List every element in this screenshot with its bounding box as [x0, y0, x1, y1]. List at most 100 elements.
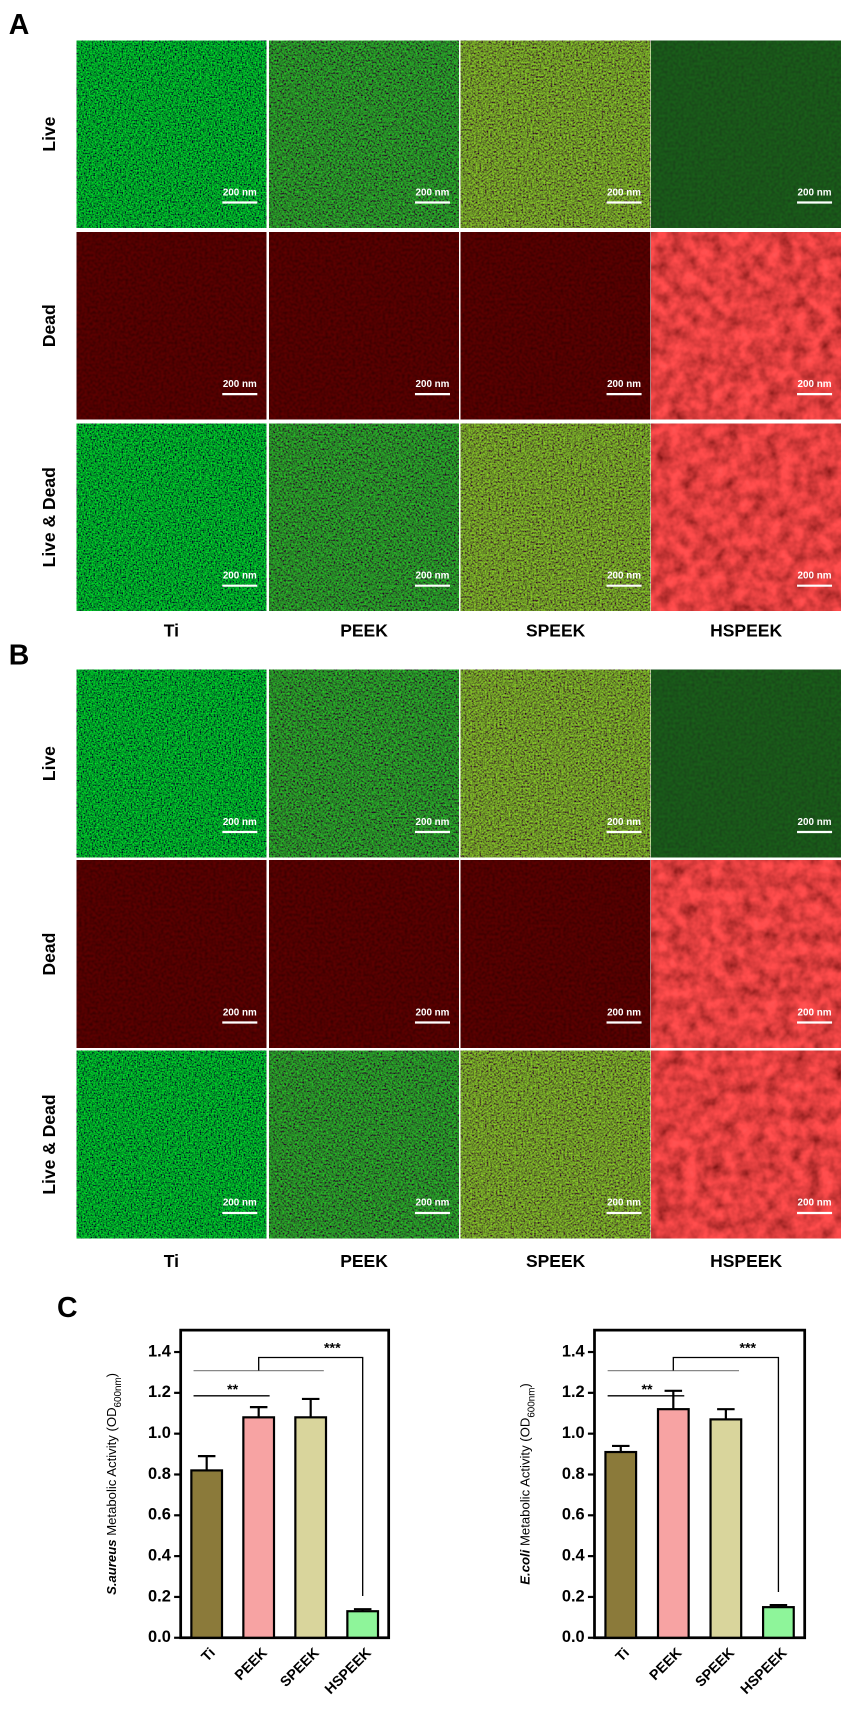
y-tick-label: 1.0 — [562, 1424, 585, 1442]
bar — [761, 1606, 795, 1639]
y-axis-label: S.aureus Metabolic Activity (OD600nm) — [104, 1373, 124, 1595]
plot-frame — [593, 1328, 807, 1640]
micrograph-texture — [269, 1050, 459, 1239]
significance-bracket — [672, 1356, 780, 1592]
row-label: Live — [39, 116, 59, 151]
plot-frame — [179, 1328, 391, 1640]
scale-bar-label: 200 nm — [416, 570, 450, 581]
x-tick-label: Ti — [613, 1645, 633, 1665]
significance-label: *** — [324, 1341, 341, 1357]
chart: 0.0 0.2 0.4 0.6 0.8 1.0 1.2 1.4 S.aureus Metabol… — [104, 1328, 391, 1698]
micrograph-texture — [76, 423, 267, 611]
y-tick-label: 1.4 — [148, 1342, 172, 1360]
y-axis-label-part: 600nm — [527, 1388, 538, 1418]
micrograph-texture — [460, 40, 651, 228]
x-tick-label: PEEK — [647, 1645, 686, 1684]
panel-label: C — [57, 1292, 78, 1324]
scale-bar-label: 200 nm — [798, 570, 832, 581]
y-tick-label: 0.4 — [562, 1546, 586, 1564]
x-tick-label: HSPEEK — [322, 1645, 375, 1698]
column-label: SPEEK — [526, 1251, 586, 1271]
micrograph-texture — [651, 423, 841, 611]
micrograph-texture — [651, 669, 841, 858]
column-label: PEEK — [340, 1251, 388, 1271]
y-tick-label: 0.8 — [562, 1465, 585, 1483]
x-tick-label: Ti — [199, 1645, 219, 1665]
column-label: PEEK — [340, 620, 388, 640]
y-tick-label: 0.4 — [148, 1546, 172, 1564]
scale-bar-label: 200 nm — [416, 1007, 450, 1018]
bar — [190, 1469, 224, 1639]
scale-bar-label: 200 nm — [416, 187, 450, 198]
y-axis-label-part: S.aureus — [104, 1539, 119, 1594]
micrograph-texture — [269, 860, 459, 1048]
scale-bar-label: 200 nm — [223, 187, 257, 198]
row-label: Live & Dead — [39, 467, 59, 567]
y-axis-label-part: Metabolic Activity (OD — [518, 1418, 533, 1550]
y-tick-label: 0.0 — [562, 1628, 585, 1646]
bar — [656, 1408, 690, 1639]
scale-bar-label: 200 nm — [607, 817, 641, 828]
micrograph-texture — [460, 423, 651, 611]
panel-label: B — [9, 639, 30, 671]
row-label: Live & Dead — [39, 1094, 59, 1194]
x-tick-label: HSPEEK — [738, 1645, 791, 1698]
scale-bar-label: 200 nm — [223, 817, 257, 828]
scale-bar-label: 200 nm — [416, 817, 450, 828]
micrograph-texture — [651, 1050, 841, 1239]
bar — [709, 1418, 743, 1639]
scale-bar-label: 200 nm — [223, 1198, 257, 1209]
y-tick-label: 0.2 — [562, 1587, 585, 1605]
y-tick-label: 1.4 — [562, 1342, 586, 1360]
row-label: Dead — [39, 933, 59, 976]
column-label: SPEEK — [526, 620, 586, 640]
micrograph-texture — [269, 40, 459, 228]
y-axis-label-part: Metabolic Activity (OD — [104, 1407, 119, 1539]
y-axis-label-part: ) — [518, 1383, 533, 1387]
micrograph-texture — [269, 669, 459, 858]
bar — [294, 1416, 328, 1639]
scale-bar-label: 200 nm — [223, 1007, 257, 1018]
column-label: HSPEEK — [710, 1251, 782, 1271]
micrograph-texture — [269, 423, 459, 611]
micrograph-texture — [76, 860, 267, 1048]
micrograph-texture — [460, 860, 651, 1048]
scale-bar-label: 200 nm — [607, 1198, 641, 1209]
x-tick-label: SPEEK — [277, 1645, 323, 1691]
micrograph-texture — [76, 232, 267, 420]
significance-bracket — [258, 1356, 364, 1597]
scale-bar-label: 200 nm — [798, 1007, 832, 1018]
scale-bar-label: 200 nm — [416, 379, 450, 390]
micrograph-texture — [76, 40, 267, 228]
y-tick-label: 0.0 — [148, 1628, 171, 1646]
scale-bar-label: 200 nm — [798, 379, 832, 390]
chart: 0.0 0.2 0.4 0.6 0.8 1.0 1.2 1.4 E.coli Metabolic… — [518, 1328, 807, 1698]
bar — [604, 1450, 638, 1639]
significance-label: ** — [227, 1382, 239, 1398]
bar — [242, 1416, 276, 1639]
micrograph-texture — [460, 1050, 651, 1239]
micrograph-texture — [651, 232, 841, 420]
scale-bar-label: 200 nm — [223, 570, 257, 581]
scale-bar-label: 200 nm — [607, 1007, 641, 1018]
scale-bar-label: 200 nm — [798, 817, 832, 828]
column-label: HSPEEK — [710, 620, 782, 640]
x-tick-label: PEEK — [232, 1645, 271, 1684]
bar — [346, 1610, 380, 1639]
micrograph-texture — [269, 232, 459, 420]
y-axis-label: E.coli Metabolic Activity (OD600nm) — [518, 1383, 538, 1585]
scale-bar-label: 200 nm — [798, 187, 832, 198]
column-label: Ti — [164, 1251, 179, 1271]
y-tick-label: 1.2 — [148, 1383, 171, 1401]
y-axis-label-part: ) — [104, 1373, 119, 1377]
micrograph-texture — [460, 669, 651, 858]
micrograph-texture — [76, 1050, 267, 1239]
y-tick-label: 0.8 — [148, 1465, 171, 1483]
significance-label: ** — [642, 1382, 654, 1398]
panel-label: A — [9, 9, 30, 41]
row-label: Live — [39, 746, 59, 781]
micrograph-texture — [651, 40, 841, 228]
micrograph-texture — [651, 860, 841, 1048]
scale-bar-label: 200 nm — [223, 379, 257, 390]
y-tick-label: 0.6 — [148, 1506, 171, 1524]
